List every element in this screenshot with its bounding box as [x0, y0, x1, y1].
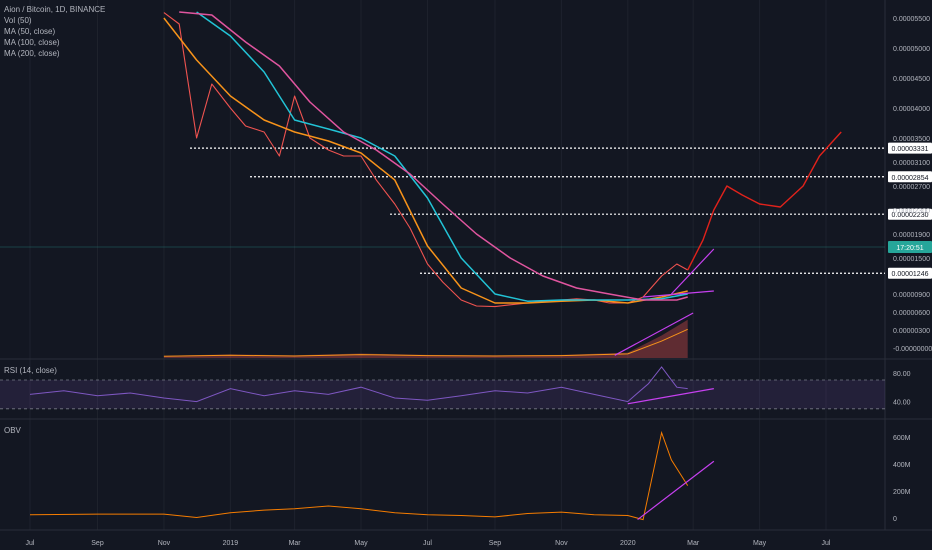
- price-tick-label: 0.00001900: [893, 232, 930, 239]
- time-tick-label: May: [753, 540, 767, 547]
- obv-title[interactable]: OBV: [4, 426, 21, 435]
- rsi-line: [29, 366, 688, 403]
- obv-tick-label: 200M: [893, 489, 911, 496]
- level-price-label: 0.00001246: [892, 271, 929, 278]
- projection-line: [687, 131, 842, 271]
- volume-trendline: [614, 312, 694, 356]
- current-price-tag-label: 17:20:51: [896, 245, 923, 252]
- horizontal-levels: 0.00003331 0.00002854 0.00002230 0.00001246: [190, 142, 932, 279]
- obv-tick-label: 400M: [893, 462, 911, 469]
- price-series: [163, 11, 842, 308]
- chart-legend: Aion / Bitcoin, 1D, BINANCE Vol (50) MA …: [4, 4, 105, 59]
- level-price-box: [888, 267, 932, 279]
- price-tick-label: -0.00000000: [893, 346, 932, 353]
- time-axis[interactable]: Jul Sep Nov 2019 Mar May Jul Sep Nov 2020 Mar May Ju…: [26, 540, 831, 547]
- volume-area: [163, 319, 688, 358]
- time-tick-label: Nov: [555, 540, 568, 547]
- price-tick-label: 0.00002300: [893, 208, 930, 215]
- time-tick-label: 2020: [620, 540, 636, 547]
- time-tick-label: 2019: [223, 540, 239, 547]
- legend-ma200[interactable]: MA (200, close): [4, 49, 60, 58]
- price-tick-label: 0.00000900: [893, 292, 930, 299]
- legend-ma50[interactable]: MA (50, close): [4, 27, 56, 36]
- price-tick-label: 0.00005500: [893, 16, 930, 23]
- current-price-tag: [888, 241, 932, 253]
- obv-pane: 600M 400M 200M 0: [29, 430, 911, 523]
- time-tick-label: Sep: [91, 540, 104, 547]
- time-tick-label: Jul: [423, 540, 432, 547]
- rsi-tick-label: 80.00: [893, 371, 911, 378]
- time-tick-label: Sep: [489, 540, 502, 547]
- time-tick-label: Jul: [822, 540, 831, 547]
- price-tick-label: 0.00003100: [893, 160, 930, 167]
- obv-line: [29, 430, 689, 521]
- level-price-box: [888, 208, 932, 220]
- ma50-line: [163, 17, 688, 304]
- trendlines: [614, 248, 715, 521]
- legend-ma100[interactable]: MA (100, close): [4, 38, 60, 47]
- rsi-trendline: [627, 388, 714, 405]
- time-tick-label: May: [354, 540, 368, 547]
- time-tick-label: Jul: [26, 540, 35, 547]
- time-tick-label: Mar: [289, 540, 302, 547]
- obv-trendline: [637, 460, 715, 521]
- level-price-box: [888, 171, 932, 183]
- price-axis[interactable]: 0.00005500 0.00005000 0.00004500 0.00004000…: [888, 16, 932, 353]
- volume-ma-line: [163, 328, 688, 357]
- rsi-tick-label: 40.00: [893, 400, 911, 407]
- volume-pane: [163, 319, 688, 358]
- time-tick-label: Nov: [158, 540, 171, 547]
- legend-vol[interactable]: Vol (50): [4, 16, 32, 25]
- price-series-line: [163, 12, 688, 308]
- price-tick-label: 0.00002700: [893, 184, 930, 191]
- price-tick-label: 0.00003500: [893, 136, 930, 143]
- obv-tick-label: 0: [893, 516, 897, 523]
- level-price-label: 0.00002230: [892, 212, 929, 219]
- rsi-title[interactable]: RSI (14, close): [4, 366, 57, 375]
- price-tick-label: 0.00001500: [893, 256, 930, 263]
- level-price-label: 0.00002854: [892, 175, 929, 182]
- obv-tick-label: 600M: [893, 435, 911, 442]
- time-tick-label: Mar: [687, 540, 700, 547]
- symbol-title[interactable]: Aion / Bitcoin, 1D, BINANCE: [4, 5, 106, 14]
- price-tick-label: 0.00004500: [893, 76, 930, 83]
- price-tick-label: 0.00004000: [893, 106, 930, 113]
- ma200-line: [179, 11, 688, 301]
- price-trendline: [670, 248, 715, 295]
- price-tick-label: 0.00005000: [893, 46, 930, 53]
- grid-lines: [0, 0, 932, 531]
- price-tick-label: 0.00000600: [893, 310, 930, 317]
- ma100-line: [196, 11, 688, 302]
- rsi-band: [0, 380, 885, 409]
- level-price-label: 0.00003331: [892, 146, 929, 153]
- price-tick-label: 0.00000300: [893, 328, 930, 335]
- price-trendline: [643, 290, 714, 298]
- level-price-box: [888, 142, 932, 154]
- rsi-pane: 80.00 40.00: [0, 366, 911, 410]
